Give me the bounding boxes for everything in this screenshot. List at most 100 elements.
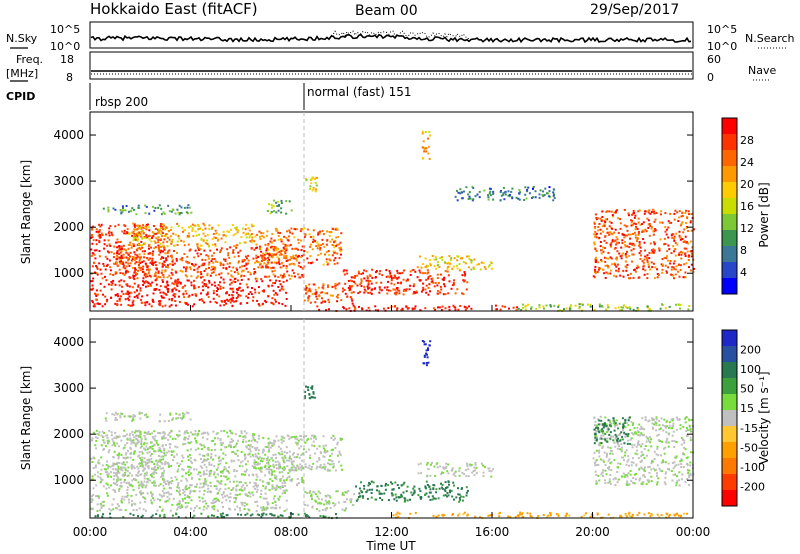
range-gate-cell: [443, 467, 446, 470]
range-gate-cell: [108, 508, 111, 511]
range-gate-cell: [638, 242, 641, 245]
range-gate-cell: [185, 411, 188, 414]
range-gate-cell: [252, 299, 254, 302]
range-gate-cell: [444, 293, 447, 296]
range-gate-cell: [300, 469, 303, 472]
range-gate-cell: [626, 229, 629, 232]
range-gate-cell: [192, 235, 195, 237]
range-gate-cell: [125, 256, 128, 259]
range-gate-cell: [363, 291, 366, 294]
range-gate-cell: [214, 268, 217, 271]
range-gate-cell: [396, 269, 399, 272]
range-gate-cell: [133, 223, 136, 226]
range-gate-cell: [272, 289, 275, 292]
range-gate-cell: [186, 206, 189, 209]
range-gate-cell: [147, 245, 150, 248]
range-gate-cell: [638, 209, 641, 212]
range-gate-cell: [94, 292, 97, 295]
range-gate-cell: [136, 239, 139, 242]
range-gate-cell: [463, 190, 465, 193]
range-gate-cell: [630, 249, 633, 252]
range-gate-cell: [252, 455, 255, 458]
range-gate-cell: [617, 231, 620, 234]
colorbar-tick-label: 20: [740, 178, 754, 191]
range-gate-cell: [102, 504, 105, 507]
range-gate-cell: [177, 435, 180, 438]
range-gate-cell: [155, 513, 158, 516]
range-gate-cell: [304, 288, 307, 291]
range-gate-cell: [99, 282, 102, 285]
range-gate-cell: [271, 502, 274, 505]
range-gate-cell: [492, 193, 495, 195]
range-gate-cell: [143, 477, 146, 480]
range-gate-cell: [489, 194, 492, 197]
range-gate-cell: [230, 440, 233, 443]
range-gate-cell: [415, 290, 418, 293]
range-gate-cell: [236, 455, 239, 457]
range-gate-cell: [289, 258, 291, 261]
range-gate-cell: [157, 275, 160, 278]
range-gate-cell: [197, 447, 200, 450]
range-gate-cell: [599, 245, 602, 248]
range-gate-cell: [277, 257, 280, 260]
range-gate-cell: [684, 276, 687, 279]
range-gate-cell: [349, 296, 352, 299]
range-gate-cell: [283, 454, 286, 457]
range-gate-cell: [122, 293, 125, 296]
range-gate-cell: [249, 444, 252, 447]
range-gate-cell: [457, 493, 460, 496]
range-gate-cell: [188, 206, 191, 209]
range-gate-cell: [216, 468, 218, 471]
range-gate-cell: [624, 254, 627, 257]
range-gate-cell: [193, 224, 196, 227]
range-gate-cell: [684, 416, 687, 419]
range-gate-cell: [311, 466, 313, 468]
range-gate-cell: [270, 203, 273, 206]
range-gate-cell: [329, 259, 332, 262]
range-gate-cell: [99, 289, 102, 292]
range-gate-cell: [673, 250, 676, 253]
range-gate-cell: [126, 228, 129, 231]
range-gate-cell: [351, 284, 354, 287]
range-gate-cell: [138, 487, 140, 490]
range-gate-cell: [261, 460, 264, 463]
range-gate-cell: [237, 251, 240, 254]
range-gate-cell: [90, 498, 93, 501]
range-gate-cell: [448, 483, 450, 486]
range-gate-cell: [319, 291, 322, 294]
range-gate-cell: [146, 294, 149, 297]
range-gate-cell: [638, 252, 641, 255]
range-gate-cell: [119, 414, 122, 417]
range-gate-cell: [130, 499, 133, 502]
range-gate-cell: [444, 481, 447, 484]
range-gate-cell: [426, 353, 428, 356]
range-gate-cell: [279, 487, 282, 490]
range-gate-cell: [144, 497, 147, 500]
range-gate-cell: [94, 515, 97, 518]
range-gate-cell: [499, 308, 502, 311]
range-gate-cell: [260, 250, 263, 253]
range-gate-cell: [184, 506, 187, 509]
range-gate-cell: [137, 481, 140, 484]
range-gate-cell: [266, 230, 269, 233]
range-gate-cell: [425, 492, 428, 495]
range-gate-cell: [634, 214, 637, 217]
range-gate-cell: [275, 211, 278, 214]
range-gate-cell: [620, 443, 623, 446]
range-gate-cell: [362, 272, 364, 275]
range-gate-cell: [298, 456, 301, 459]
range-gate-cell: [141, 450, 144, 453]
range-gate-cell: [229, 441, 232, 444]
range-gate-cell: [175, 257, 178, 260]
range-gate-cell: [198, 248, 201, 251]
range-gate-cell: [160, 207, 163, 210]
range-gate-cell: [235, 480, 238, 483]
range-gate-cell: [243, 258, 246, 261]
range-gate-cell: [664, 264, 667, 267]
range-gate-cell: [530, 307, 533, 310]
colorbar-swatch: [722, 214, 737, 231]
range-gate-cell: [331, 294, 334, 297]
range-gate-cell: [645, 483, 648, 486]
range-gate-cell: [144, 304, 147, 307]
range-gate-cell: [203, 505, 206, 508]
